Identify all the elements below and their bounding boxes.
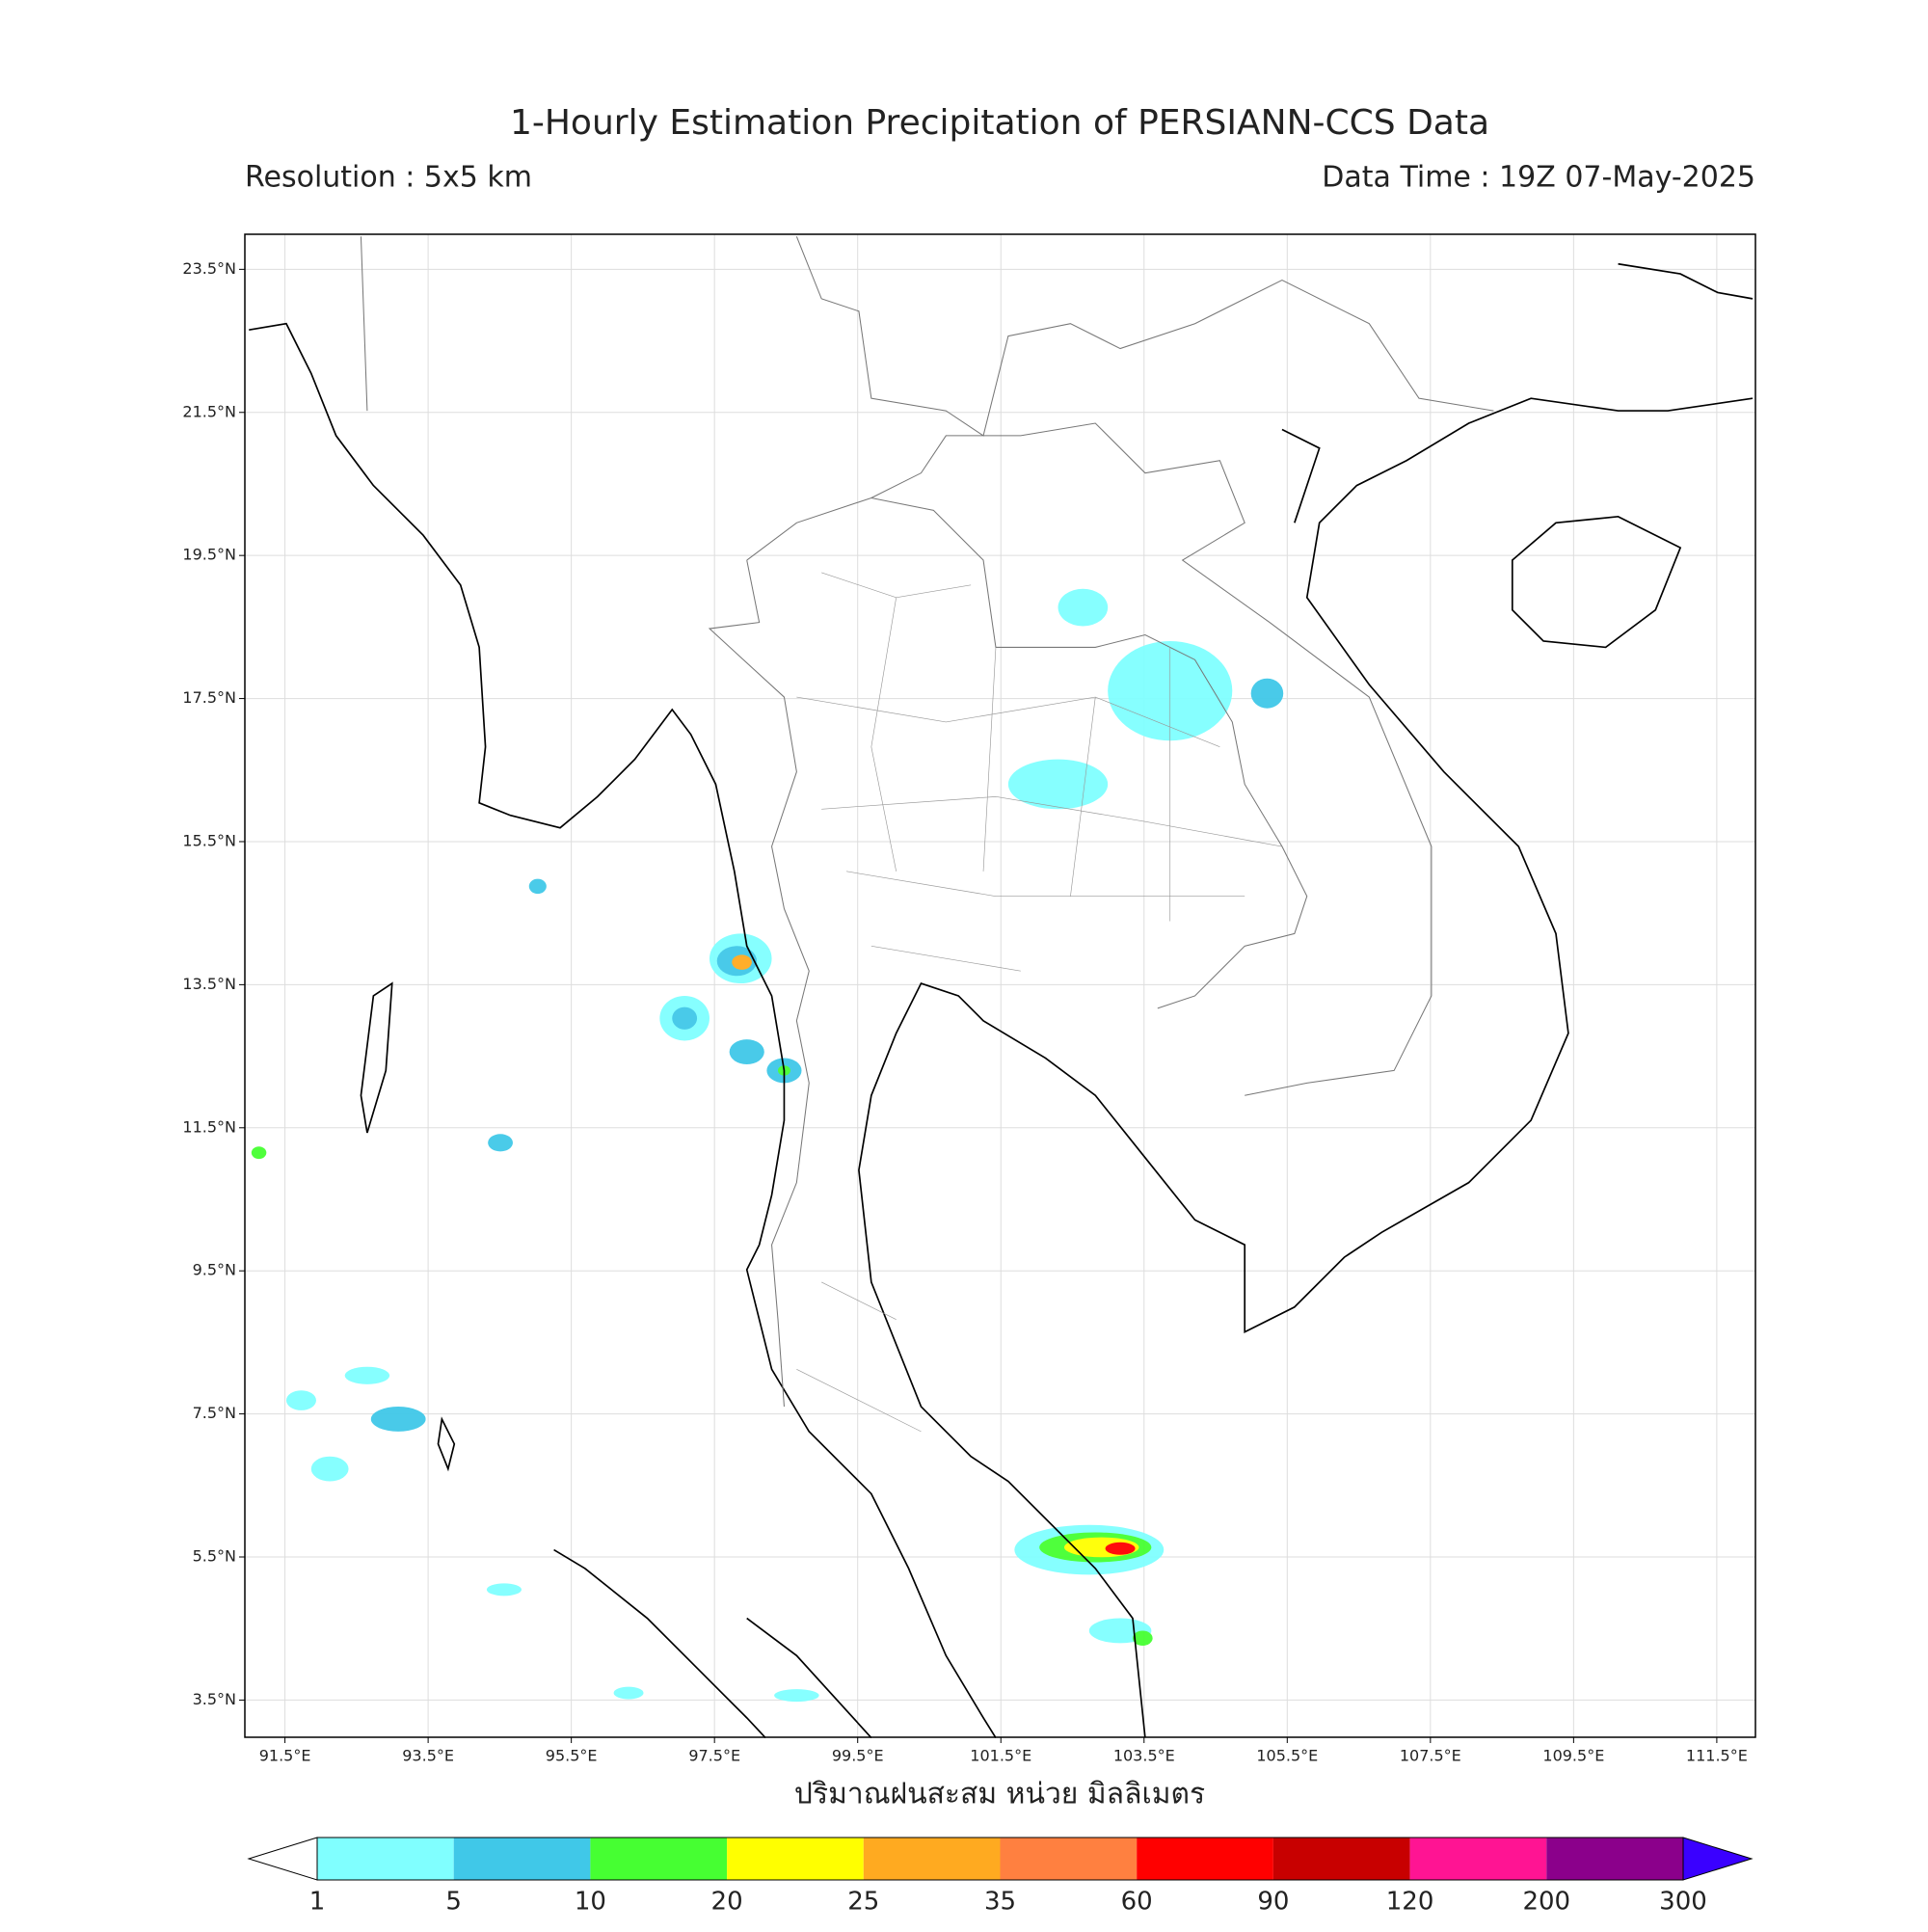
title: 1-Hourly Estimation Precipitation of PER… bbox=[510, 103, 1489, 143]
x-tick-label: 109.5°E bbox=[1542, 1747, 1604, 1765]
y-tick-label: 7.5°N bbox=[193, 1404, 236, 1422]
colorbar-label: 1 bbox=[309, 1888, 326, 1917]
y-tick-label: 17.5°N bbox=[182, 688, 236, 707]
x-tick-label: 101.5°E bbox=[970, 1747, 1031, 1765]
colorbar-box bbox=[453, 1838, 591, 1880]
country-border bbox=[360, 236, 1494, 1096]
x-tick-label: 107.5°E bbox=[1400, 1747, 1461, 1765]
colorbar-box bbox=[590, 1838, 728, 1880]
colorbar-label: 120 bbox=[1386, 1888, 1434, 1917]
colorbar-label: 10 bbox=[575, 1888, 606, 1917]
x-tick-label: 95.5°E bbox=[546, 1747, 598, 1765]
map-layer bbox=[249, 236, 1754, 1739]
y-tick-label: 5.5°N bbox=[193, 1547, 236, 1566]
thailand-border bbox=[708, 496, 1308, 1408]
y-tick-label: 3.5°N bbox=[193, 1690, 236, 1708]
x-tick-label: 93.5°E bbox=[402, 1747, 454, 1765]
colorbar-box bbox=[317, 1838, 454, 1880]
colorbar-over bbox=[1682, 1837, 1754, 1881]
colorbar-label: 300 bbox=[1659, 1888, 1707, 1917]
x-axis-label: ปริมาณฝนสะสม หน่วย มิลลิเมตร bbox=[794, 1778, 1205, 1811]
colorbar-box bbox=[727, 1838, 864, 1880]
colorbar-box bbox=[1546, 1838, 1683, 1880]
x-tick-label: 105.5°E bbox=[1256, 1747, 1318, 1765]
coastline bbox=[360, 981, 456, 1472]
y-tick-label: 11.5°N bbox=[182, 1117, 236, 1136]
map-frame bbox=[244, 233, 1756, 1738]
colorbar-label: 90 bbox=[1257, 1888, 1289, 1917]
x-tick-label: 91.5°E bbox=[259, 1747, 311, 1765]
resolution: Resolution : 5x5 km bbox=[245, 161, 532, 195]
y-tick-label: 21.5°N bbox=[182, 402, 236, 420]
colorbar-label: 60 bbox=[1121, 1888, 1153, 1917]
rain-cells bbox=[251, 588, 1284, 1703]
province-lines bbox=[796, 572, 1282, 1433]
colorbar-box bbox=[1409, 1838, 1547, 1880]
colorbar-outline bbox=[316, 1837, 1684, 1881]
colorbar-box bbox=[1000, 1838, 1138, 1880]
x-tick-label: 99.5°E bbox=[832, 1747, 884, 1765]
y-tick-label: 13.5°N bbox=[182, 975, 236, 993]
grid bbox=[245, 234, 1755, 1737]
colorbar-under bbox=[247, 1837, 318, 1881]
y-tick-label: 9.5°N bbox=[193, 1261, 236, 1279]
colorbar-label: 25 bbox=[847, 1888, 879, 1917]
x-tick-label: 111.5°E bbox=[1686, 1747, 1748, 1765]
colorbar-box bbox=[863, 1838, 1001, 1880]
y-tick-label: 23.5°N bbox=[182, 259, 236, 278]
coastline bbox=[1281, 262, 1754, 523]
coastline bbox=[1511, 515, 1682, 649]
x-tick-label: 103.5°E bbox=[1113, 1747, 1175, 1765]
data-time: Data Time : 19Z 07-May-2025 bbox=[1322, 161, 1755, 195]
colorbar-label: 35 bbox=[984, 1888, 1016, 1917]
coastline bbox=[249, 322, 997, 1738]
x-tick-label: 97.5°E bbox=[688, 1747, 740, 1765]
y-tick-label: 19.5°N bbox=[182, 546, 236, 564]
colorbar-label: 20 bbox=[711, 1888, 743, 1917]
colorbar-label: 5 bbox=[445, 1888, 462, 1917]
coastline bbox=[858, 397, 1754, 1738]
coastline bbox=[553, 1548, 872, 1739]
colorbar-box bbox=[1272, 1838, 1410, 1880]
colorbar-label: 200 bbox=[1522, 1888, 1570, 1917]
colorbar-box bbox=[1137, 1838, 1273, 1880]
y-tick-label: 15.5°N bbox=[182, 831, 236, 849]
colorbar: 1 5 10 20 25 35 60 90 120 200 300 bbox=[247, 1837, 1754, 1917]
